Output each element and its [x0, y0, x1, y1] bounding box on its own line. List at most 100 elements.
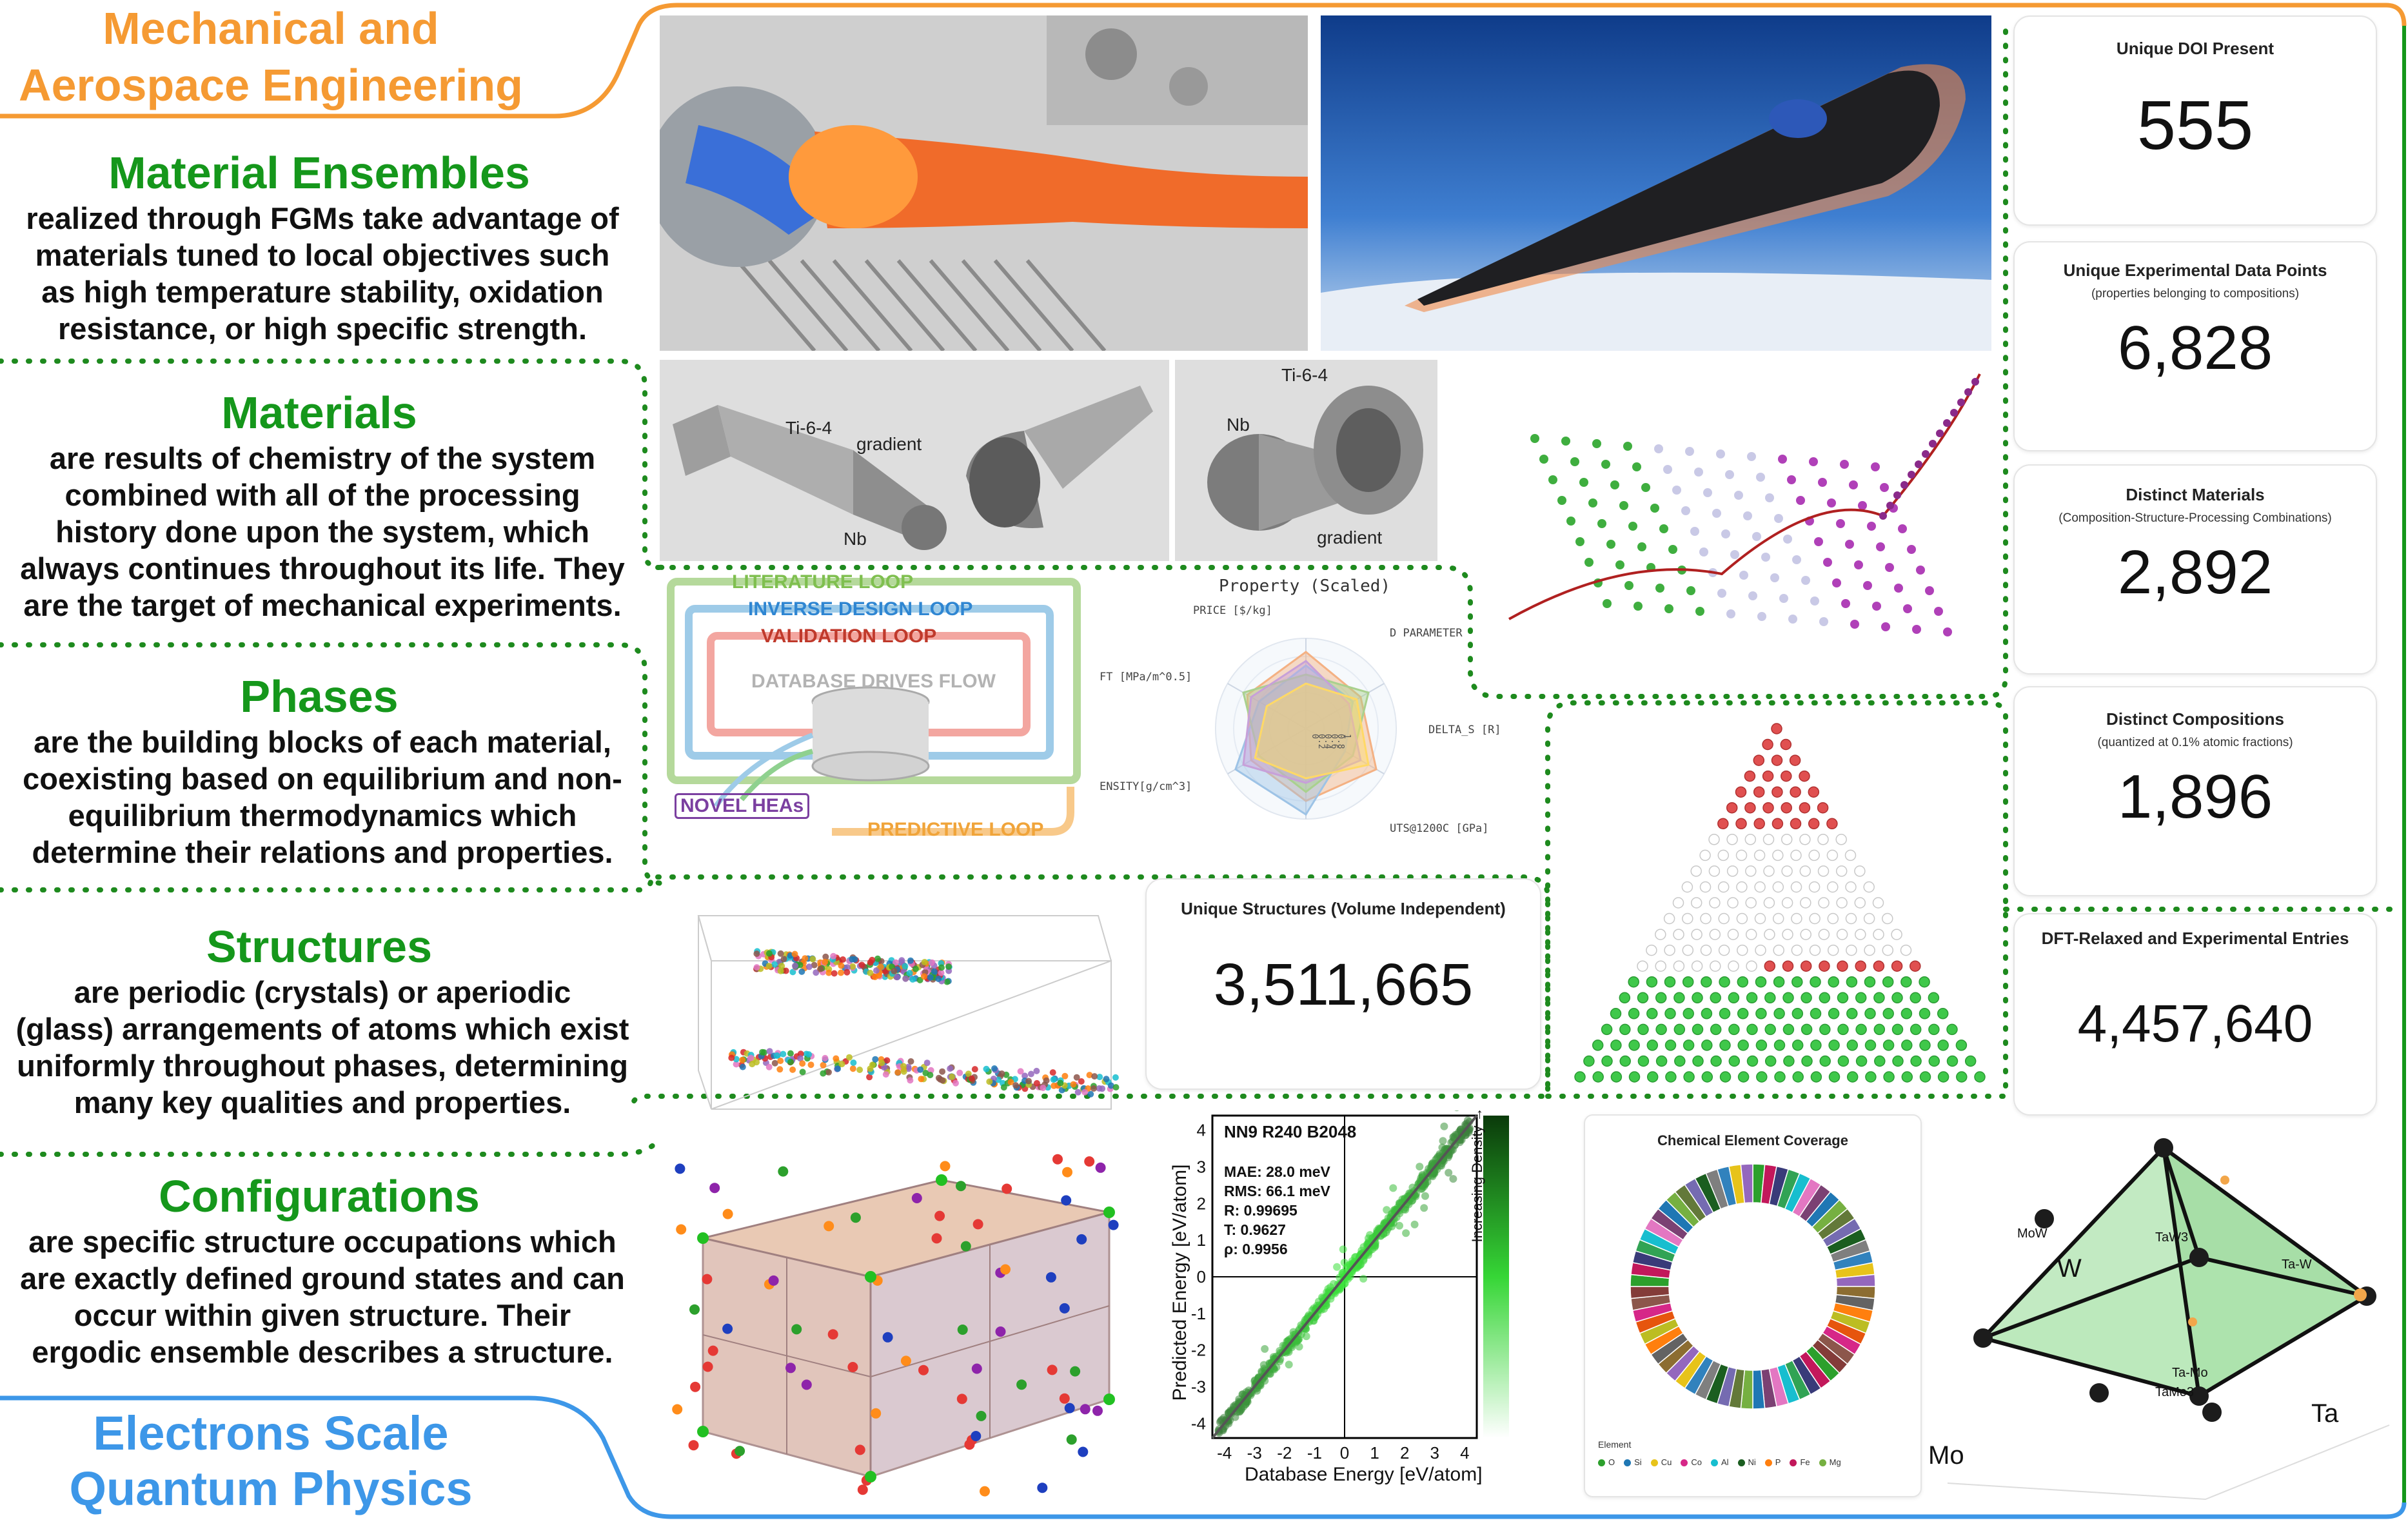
x-tick: 4 — [1460, 1443, 1469, 1463]
lattice-node — [1539, 455, 1548, 464]
unique-structures-card: Unique Structures (Volume Independent) 3… — [1145, 878, 1541, 1090]
x-tick: -4 — [1217, 1443, 1232, 1463]
ternary-point — [1753, 754, 1765, 766]
y-tick: -3 — [1191, 1377, 1206, 1396]
structure-point — [1107, 1082, 1114, 1089]
ternary-point — [1673, 992, 1685, 1004]
structure-point — [820, 1070, 827, 1077]
structure-point — [791, 951, 798, 958]
lattice-node — [1739, 571, 1748, 580]
structure-point — [947, 1065, 954, 1072]
structure-point — [773, 1052, 780, 1059]
legend-label: Fe — [1800, 1457, 1810, 1467]
x-tick: -1 — [1307, 1443, 1322, 1463]
structure-point — [807, 1061, 814, 1069]
ternary-point — [1773, 944, 1784, 956]
ternary-point — [1717, 849, 1730, 862]
legend-item: O — [1598, 1457, 1615, 1467]
atom — [1078, 1446, 1089, 1457]
structure-point — [822, 953, 829, 960]
x-tick: -2 — [1277, 1443, 1292, 1463]
atom — [971, 1363, 982, 1374]
structure-point — [834, 1065, 841, 1072]
lattice-node — [1716, 449, 1725, 458]
structure-point — [917, 1066, 924, 1073]
ternary-point — [1836, 929, 1848, 940]
stat-card-experimental: Unique Experimental Data Points (propert… — [2013, 241, 2377, 451]
ternary-point — [1801, 1023, 1813, 1036]
ternary-point — [1864, 976, 1876, 988]
line: are specific structure occupations which — [28, 1225, 617, 1259]
ternary-point — [1891, 1023, 1904, 1036]
atom — [689, 1304, 700, 1315]
ternary-point — [1863, 912, 1875, 925]
ternary-point — [1701, 976, 1712, 988]
ternary-point — [1763, 865, 1775, 877]
lattice-node — [1916, 566, 1925, 575]
ternary-point — [1764, 1055, 1777, 1067]
ternary-point — [1646, 1008, 1658, 1020]
atom — [707, 1345, 718, 1356]
legend-swatch — [1624, 1459, 1632, 1467]
line: materials tuned to local objectives such — [35, 238, 610, 272]
inverse-design-loop-label: INVERSE DESIGN LOOP — [748, 598, 973, 620]
tetra-edge — [1981, 1146, 2166, 1340]
x-tick: 2 — [1400, 1443, 1409, 1463]
ternary-point — [1773, 1039, 1786, 1051]
ternary-point — [1619, 1023, 1631, 1036]
structure-point — [771, 1059, 778, 1067]
lattice-node — [1681, 506, 1690, 515]
structure-point — [765, 1063, 773, 1070]
tetra-vertex — [2035, 1209, 2054, 1228]
ternary-point — [1810, 1071, 1822, 1083]
structure-point — [840, 956, 846, 963]
atom — [702, 1361, 713, 1372]
lattice-node — [1876, 542, 1885, 551]
ternary-point — [1701, 1008, 1713, 1020]
ternary-point — [1808, 786, 1820, 798]
tetra-edge — [2162, 1147, 2201, 1258]
ternary-point — [1692, 1055, 1704, 1067]
line: combined with all of the processing — [64, 478, 580, 512]
structure-point — [907, 1058, 914, 1065]
ternary-point — [1726, 834, 1738, 845]
donut-legend-label: Element — [1598, 1439, 1632, 1450]
lattice-node — [1819, 617, 1828, 626]
lattice-node — [1628, 522, 1637, 531]
ternary-point — [1727, 929, 1739, 940]
tetra-label-tamo3: TaMo3 — [2155, 1385, 2195, 1399]
fgm-nozzle-image-1: Ti-6-4 gradient Nb — [660, 360, 980, 561]
ternary-point — [1699, 849, 1711, 862]
card-value: 3,511,665 — [1213, 952, 1474, 1018]
atom — [1059, 1393, 1070, 1404]
tetra-vertex — [2154, 1138, 2173, 1158]
section-title: Structures — [206, 921, 433, 972]
structure-point — [878, 1059, 885, 1067]
structure-point — [759, 1049, 766, 1056]
line: (glass) arrangements of atoms which exis… — [15, 1012, 629, 1046]
structure-point — [952, 1079, 959, 1087]
atom — [709, 1183, 720, 1194]
parity-point — [1383, 1206, 1391, 1214]
ternary-point — [1855, 929, 1866, 940]
parity-xlabel: Database Energy [eV/atom] — [1245, 1464, 1483, 1485]
lattice-node — [1894, 584, 1903, 593]
structure-point — [874, 955, 881, 962]
parity-point — [1289, 1328, 1298, 1336]
ternary-point — [1901, 1071, 1913, 1083]
atom — [688, 1440, 699, 1451]
parity-point — [1416, 1163, 1424, 1171]
ternary-point — [1663, 912, 1675, 925]
atom — [1059, 1303, 1070, 1314]
ternary-point — [1655, 960, 1666, 972]
lattice-node — [1778, 455, 1787, 464]
radar-series — [1254, 682, 1370, 780]
legend-item: Si — [1624, 1457, 1642, 1467]
lattice-node — [1685, 447, 1694, 456]
structure-point — [965, 1070, 972, 1078]
ternary-point — [1845, 912, 1857, 925]
lattice-node — [1686, 586, 1695, 595]
ternary-point — [1672, 897, 1684, 909]
ternary-point — [1919, 1039, 1931, 1051]
ternary-point — [1799, 802, 1811, 814]
